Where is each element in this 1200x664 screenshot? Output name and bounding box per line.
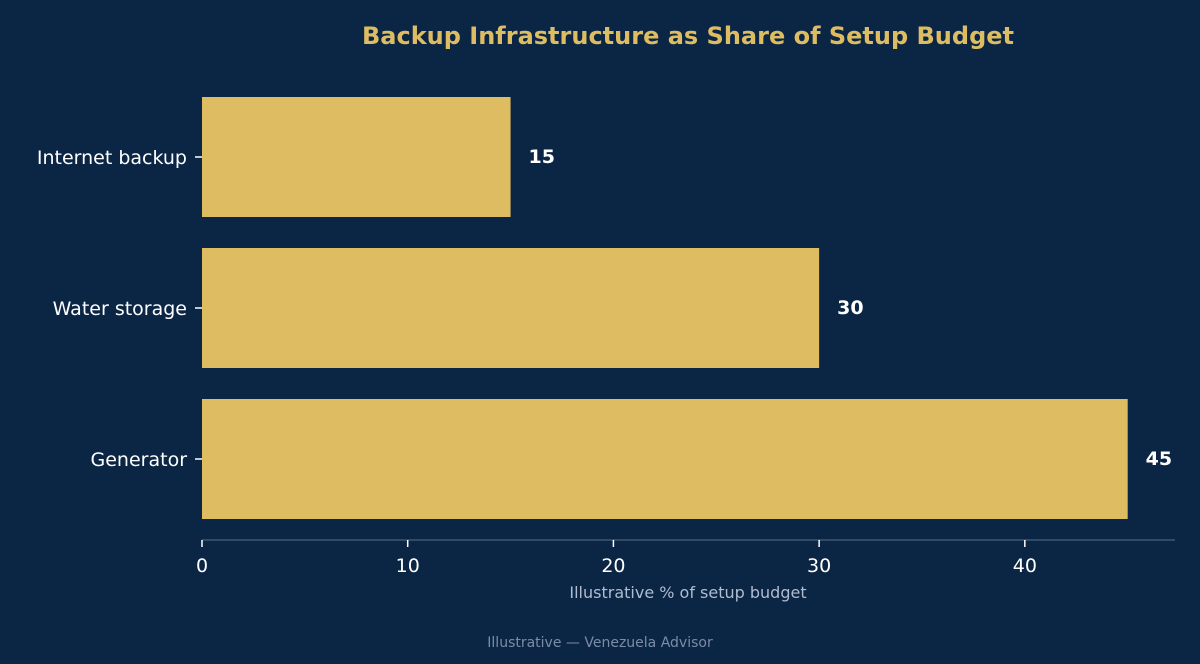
plot-area: 15 30 45 [202, 97, 1172, 519]
y-tick-label: Water storage [53, 298, 187, 320]
x-axis-title: Illustrative % of setup budget [569, 583, 806, 602]
x-tick-label: 10 [396, 555, 420, 577]
bar-water-storage [202, 248, 820, 368]
chart-title: Backup Infrastructure as Share of Setup … [362, 22, 1014, 50]
data-label: 45 [1146, 448, 1172, 470]
x-tick-label: 0 [196, 555, 208, 577]
y-tick-label: Internet backup [37, 147, 187, 169]
data-label: 15 [529, 146, 555, 168]
bar-generator [202, 399, 1128, 519]
x-tick-label: 20 [601, 555, 625, 577]
x-axis-ticks: 0 10 20 30 40 [196, 540, 1037, 577]
data-label: 30 [837, 297, 863, 319]
y-tick-label: Generator [91, 449, 188, 471]
x-tick-label: 40 [1013, 555, 1037, 577]
x-tick-label: 30 [807, 555, 831, 577]
bar-internet-backup [202, 97, 511, 217]
y-axis-labels: Internet backup Water storage Generator [37, 147, 202, 471]
footer-caption: Illustrative — Venezuela Advisor [487, 635, 713, 651]
